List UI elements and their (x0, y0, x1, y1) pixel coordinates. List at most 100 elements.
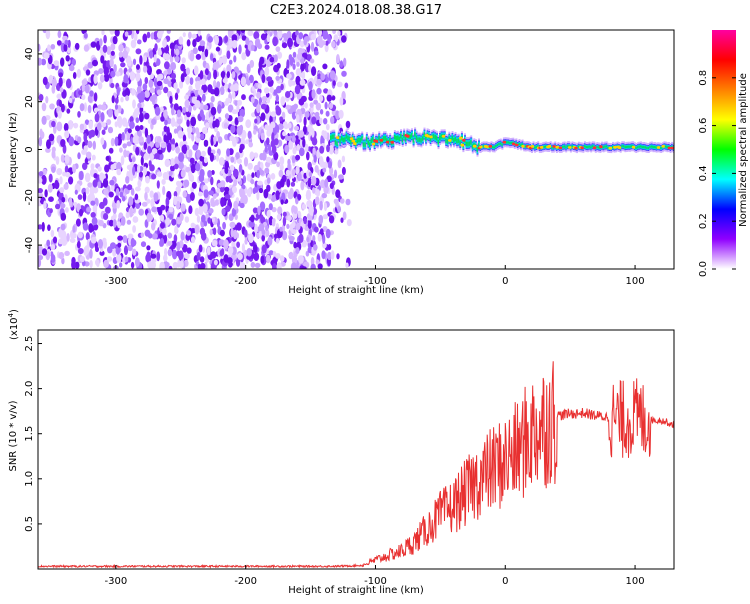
noise-speck (164, 61, 170, 70)
noise-speck (236, 222, 242, 231)
noise-speck (288, 140, 294, 150)
noise-speck (220, 71, 226, 79)
noise-speck (326, 144, 330, 153)
noise-speck (226, 64, 232, 73)
noise-speck (163, 70, 168, 76)
noise-speck (271, 145, 277, 154)
signal-band-segment (649, 145, 652, 148)
signal-band-segment (588, 145, 591, 148)
noise-speck (67, 120, 74, 130)
noise-speck (174, 92, 179, 101)
noise-speck (176, 250, 181, 257)
noise-speck (318, 156, 324, 166)
noise-speck (197, 30, 201, 37)
noise-speck (260, 255, 265, 264)
noise-speck (341, 155, 346, 163)
noise-speck (140, 156, 144, 166)
noise-speck (165, 53, 170, 61)
noise-speck (233, 55, 237, 63)
noise-speck (265, 111, 271, 121)
signal-band-segment (403, 133, 406, 138)
noise-speck (322, 30, 329, 40)
noise-speck (282, 230, 288, 241)
noise-speck (167, 248, 173, 257)
noise-speck (226, 71, 230, 79)
noise-speck (64, 130, 70, 139)
noise-speck (264, 167, 270, 174)
noise-speck (173, 163, 179, 170)
noise-speck (295, 165, 300, 175)
signal-peak-dot (460, 143, 465, 147)
noise-speck (256, 169, 261, 179)
noise-speck (288, 54, 293, 61)
noise-speck (337, 159, 342, 169)
noise-speck (224, 161, 229, 169)
noise-speck (335, 189, 341, 199)
signal-band-segment (624, 146, 627, 149)
noise-speck (139, 55, 143, 65)
noise-speck (103, 213, 109, 220)
noise-speck (58, 238, 64, 245)
signal-peak-dot (592, 146, 597, 150)
noise-speck (207, 146, 212, 156)
noise-speck (338, 109, 344, 119)
noise-speck (144, 77, 149, 85)
signal-peak-dot (670, 146, 674, 150)
noise-speck (38, 196, 41, 202)
noise-speck (161, 178, 166, 185)
noise-speck (178, 36, 184, 45)
noise-speck (157, 149, 163, 155)
noise-speck (59, 87, 64, 93)
signal-band-segment (384, 136, 387, 141)
noise-speck (163, 109, 168, 119)
signal-peak-dot (617, 146, 622, 150)
noise-speck (212, 80, 217, 88)
noise-speck (241, 243, 245, 253)
signal-band-segment (515, 142, 518, 145)
noise-speck (315, 189, 321, 197)
noise-speck (108, 191, 114, 198)
noise-speck (180, 63, 186, 72)
noise-speck (84, 84, 90, 94)
noise-speck (337, 205, 341, 213)
signal-band-segment (647, 146, 650, 150)
noise-speck (64, 39, 69, 46)
noise-speck (231, 71, 236, 79)
signal-band-segment (446, 139, 449, 144)
noise-speck (298, 98, 305, 106)
signal-band-segment (393, 134, 396, 140)
noise-speck (162, 39, 167, 48)
colorbar-tick-label: 0.2 (698, 213, 709, 229)
signal-peak-dot (555, 145, 560, 149)
noise-speck (93, 107, 99, 113)
noise-speck (115, 71, 121, 77)
signal-peak-dot (631, 145, 636, 149)
noise-speck (268, 203, 273, 211)
signal-band-segment (626, 145, 628, 148)
noise-speck (323, 184, 329, 194)
noise-speck (44, 189, 48, 198)
noise-speck (91, 217, 98, 226)
noise-speck (319, 228, 324, 235)
noise-speck (173, 234, 178, 243)
noise-speck (304, 102, 308, 109)
noise-speck (296, 114, 300, 123)
noise-speck (88, 120, 93, 130)
signal-peak-dot (458, 136, 463, 140)
noise-speck (345, 262, 349, 269)
signal-band-segment (664, 145, 667, 148)
signal-band-segment (454, 136, 457, 142)
noise-speck (163, 78, 169, 85)
signal-band-segment (336, 141, 339, 146)
noise-speck (159, 106, 164, 113)
noise-speck (133, 32, 138, 42)
noise-speck (330, 116, 335, 124)
noise-speck (228, 59, 233, 65)
noise-speck (124, 122, 129, 128)
chart-title: C2E3.2024.018.08.38.G17 (270, 3, 442, 18)
noise-speck (318, 30, 322, 37)
noise-speck (135, 117, 140, 124)
noise-speck (322, 167, 327, 173)
noise-speck (77, 111, 81, 118)
noise-speck (231, 186, 237, 194)
